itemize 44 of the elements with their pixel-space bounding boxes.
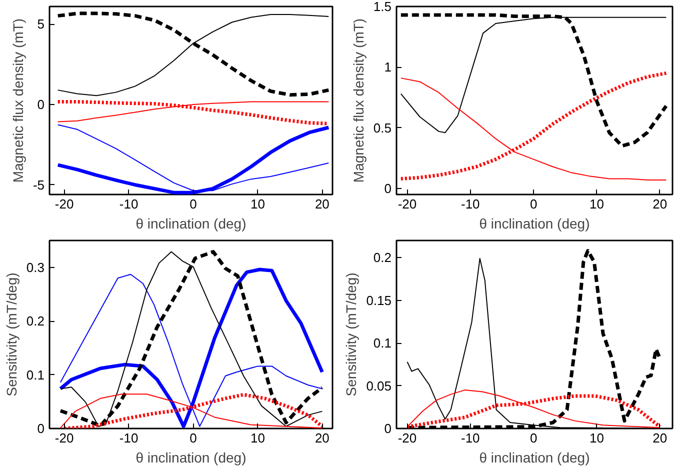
y-tick-label: 1 bbox=[384, 60, 392, 75]
y-axis-title: Sensitivity (mT/deg) bbox=[3, 272, 20, 396]
x-tick-label: 10 bbox=[589, 196, 604, 212]
y-tick-label: 0.1 bbox=[373, 336, 392, 351]
x-tick-label: 10 bbox=[250, 196, 265, 212]
x-tick-label: 10 bbox=[589, 430, 604, 446]
y-tick-label: 0.1 bbox=[26, 367, 45, 382]
x-axis-title: θ inclination (deg) bbox=[479, 450, 590, 466]
y-tick-label: 0 bbox=[37, 421, 45, 436]
x-tick-label: -20 bbox=[398, 196, 417, 212]
y-tick-label: 0.2 bbox=[373, 250, 392, 266]
x-tick-label: -20 bbox=[54, 430, 74, 446]
x-tick-label: 20 bbox=[652, 430, 668, 446]
y-tick-label: 0.2 bbox=[26, 314, 45, 329]
x-tick-label: -10 bbox=[119, 430, 138, 446]
x-tick-label: -10 bbox=[461, 196, 480, 212]
x-tick-label: 20 bbox=[314, 196, 330, 212]
x-tick-label: -10 bbox=[461, 430, 480, 446]
x-tick-label: 0 bbox=[190, 430, 197, 446]
x-axis-title: θ inclination (deg) bbox=[136, 216, 246, 232]
x-tick-label: 20 bbox=[652, 196, 668, 212]
y-tick-label: -5 bbox=[32, 177, 45, 192]
x-tick-label: -20 bbox=[54, 196, 74, 212]
y-tick-label: 5 bbox=[37, 16, 45, 32]
y-tick-label: 0 bbox=[384, 180, 392, 196]
x-tick-label: 10 bbox=[250, 430, 265, 446]
x-tick-label: -10 bbox=[119, 196, 138, 212]
y-tick-label: 0.3 bbox=[26, 260, 45, 275]
y-tick-label: 0 bbox=[384, 421, 392, 436]
x-axis-title: θ inclination (deg) bbox=[479, 216, 590, 232]
x-tick-label: -20 bbox=[398, 430, 417, 446]
y-tick-label: 0 bbox=[37, 97, 45, 112]
y-tick-label: 0.15 bbox=[366, 292, 392, 308]
y-axis-title: Magnetic flux density (mT) bbox=[10, 18, 26, 183]
y-axis-title: Magnetic flux density (mT) bbox=[350, 18, 366, 183]
y-tick-label: 0.5 bbox=[373, 120, 392, 136]
x-axis-title: θ inclination (deg) bbox=[136, 450, 246, 466]
y-tick-label: 0.05 bbox=[366, 378, 392, 394]
x-tick-label: 0 bbox=[190, 196, 197, 212]
y-tick-label: 1.5 bbox=[373, 0, 392, 14]
x-tick-label: 0 bbox=[530, 430, 538, 446]
x-tick-label: 20 bbox=[314, 430, 330, 446]
x-tick-label: 0 bbox=[530, 196, 538, 212]
y-axis-title: Sensitivity (mT/deg) bbox=[343, 272, 360, 396]
